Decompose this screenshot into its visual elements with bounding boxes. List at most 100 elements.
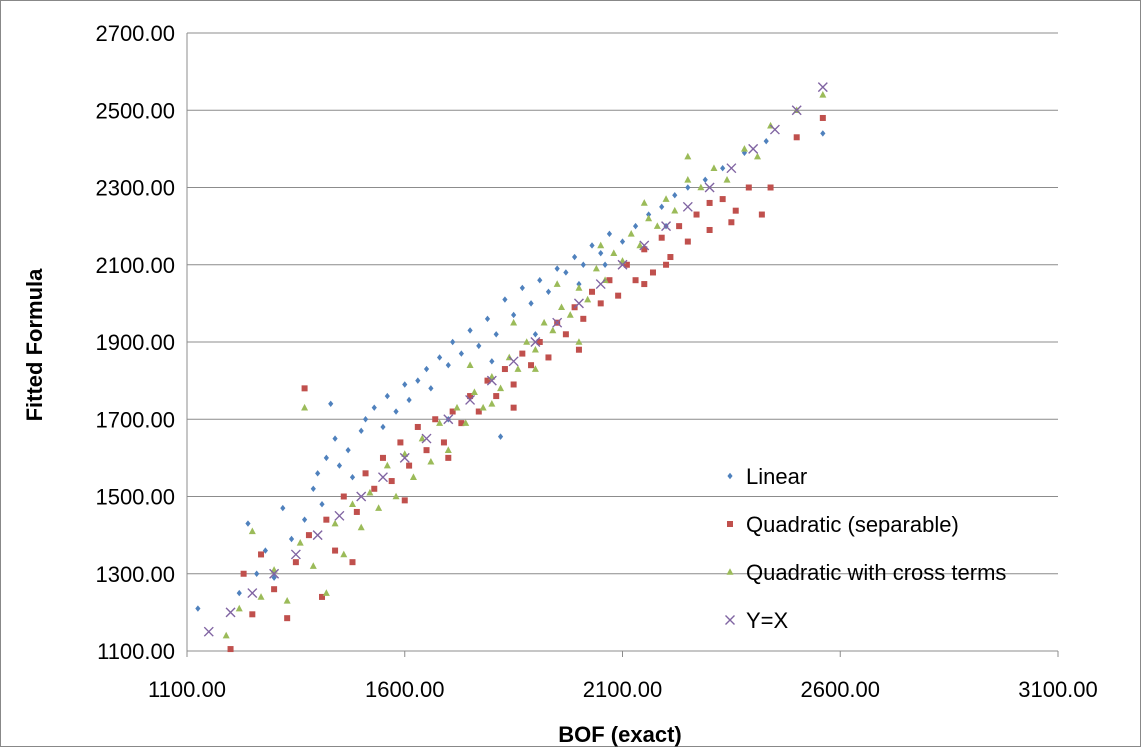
data-point [615,292,622,299]
axes [186,33,1059,657]
data-point [195,605,201,612]
data-point [443,414,454,425]
data-point [375,504,383,511]
data-point [248,527,256,535]
data-point [791,105,802,116]
data-point [661,221,672,232]
data-point [222,631,230,639]
data-point [682,201,693,212]
data-point [458,350,464,357]
data-point [427,457,435,465]
data-point [617,259,628,270]
data-point [332,547,339,554]
y-tick-label: 2500.00 [95,98,175,123]
data-point [444,446,452,453]
data-point [322,589,330,596]
data-point [632,277,639,284]
data-point [597,241,605,249]
data-point [563,269,569,276]
data-point [672,192,678,199]
data-point [510,381,517,388]
x-tick-label: 2100.00 [583,677,663,702]
data-point [418,434,426,442]
data-point [597,300,604,307]
data-point [402,381,408,388]
data-point [532,331,538,338]
data-point [349,559,356,566]
data-point [319,501,325,508]
data-point [319,593,326,600]
data-point [514,365,522,372]
data-point [345,446,351,454]
data-point [545,354,552,361]
data-point [726,163,737,174]
tick-labels: 1100.00 1300.00 1500.00 1700.00 1900.00 2100.… [95,21,1097,702]
data-point [449,408,456,415]
data-point [332,435,338,442]
data-point [519,284,525,292]
data-point [462,419,470,426]
data-point [571,253,578,261]
data-point [310,485,316,492]
y-tick-label: 1100.00 [97,639,175,664]
data-point [528,300,534,307]
data-point [271,586,278,593]
data-point [353,508,360,515]
legend: Linear Quadratic (separable) Quadratic wit… [725,464,1006,633]
data-point [754,152,762,160]
series-diamond [195,130,826,612]
data-point [475,408,482,415]
data-point [249,611,256,618]
data-point [440,439,447,446]
data-point [484,315,491,323]
data-point [537,277,543,284]
data-point [366,488,374,496]
data-point [362,470,369,477]
data-point [383,461,391,469]
data-point [510,404,517,411]
data-point [602,261,608,268]
data-point [697,183,705,191]
y-tick-label: 1300.00 [95,562,175,587]
data-point [595,279,606,290]
data-point [334,510,345,521]
data-point [769,124,780,135]
data-point [576,280,582,288]
data-point [423,365,430,373]
data-point [758,211,765,218]
data-point [632,222,639,230]
data-point [328,400,334,407]
data-point [305,532,312,539]
data-point [240,570,247,577]
data-point [676,223,683,230]
data-point [428,385,434,392]
y-tick-label: 2700.00 [95,21,175,46]
data-point [658,234,665,241]
data-point [340,550,348,558]
data-point [466,361,474,368]
data-point [820,130,826,137]
data-point [706,199,713,206]
data-point [710,164,718,171]
data-point [254,570,260,577]
data-point [575,346,582,353]
data-point [357,523,365,531]
data-point [235,604,243,612]
data-point [371,485,378,492]
data-point [388,478,395,485]
data-point [348,500,356,508]
data-point [323,454,329,462]
data-point [384,392,390,400]
data-point [523,338,531,345]
legend-marker [725,615,735,625]
data-point [362,416,369,423]
data-point [671,206,679,214]
data-point [589,242,595,249]
data-point [580,261,586,268]
legend-item: Quadratic with cross terms [726,560,1006,585]
data-point [793,134,800,141]
data-point [349,473,356,481]
data-point [684,238,691,245]
legend-label: Quadratic (separable) [746,512,959,537]
